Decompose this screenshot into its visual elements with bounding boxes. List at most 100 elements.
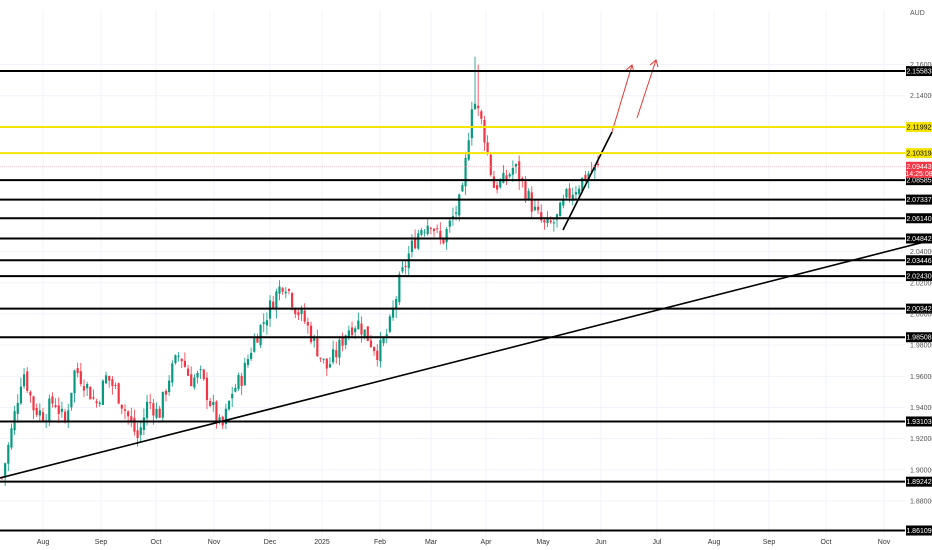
- candle-body: [149, 402, 152, 404]
- projection-arrow-1: [611, 64, 633, 133]
- level-label: 2.07337: [906, 197, 931, 204]
- x-tick-label: Oct: [151, 539, 162, 546]
- candles: [0, 56, 600, 487]
- candle-body: [436, 228, 439, 230]
- candle-body: [16, 402, 19, 414]
- x-tick-label: Apr: [481, 539, 493, 546]
- candle-body: [414, 238, 417, 249]
- level-label: 1.86109: [906, 528, 931, 535]
- projection-arrow-2-head: [649, 59, 659, 68]
- candle-body: [123, 409, 127, 411]
- x-tick-label: Jul: [653, 539, 662, 546]
- x-tick-label: Nov: [208, 539, 221, 546]
- candle-body: [577, 188, 581, 194]
- candle-body: [508, 174, 511, 177]
- candle-body: [92, 397, 95, 399]
- y-tick-label: 1.90000: [910, 467, 932, 474]
- candle-body: [215, 401, 218, 423]
- candle-body: [168, 380, 171, 393]
- candle-body: [54, 405, 57, 408]
- candle-body: [410, 240, 414, 252]
- y-tick-label: 1.88000: [910, 499, 932, 506]
- candle-body: [297, 312, 300, 316]
- candle-body: [473, 103, 477, 110]
- candle-body: [86, 384, 89, 389]
- candle-body: [562, 199, 565, 206]
- candle-body: [227, 400, 231, 410]
- candle-body: [218, 417, 221, 422]
- candle-body: [480, 111, 483, 119]
- candle-body: [470, 109, 473, 139]
- projection-arrow-2: [636, 59, 657, 119]
- candle-body: [376, 350, 379, 361]
- y-tick-label: 1.92000: [910, 436, 932, 443]
- price-axis: AUD 2.16000 2.14000 2.04000 2.02000 2.00000 1…: [910, 10, 932, 506]
- level-label-bg: [906, 303, 932, 314]
- candle-body: [442, 239, 445, 244]
- level-label: 2.03446: [906, 258, 931, 265]
- candle-body: [180, 358, 183, 362]
- candle-body: [111, 379, 114, 386]
- candle-body: [224, 408, 227, 424]
- candle-body: [205, 377, 209, 401]
- candle-body: [199, 369, 202, 371]
- x-tick-label: Feb: [374, 539, 386, 546]
- level-label-bg: [906, 525, 932, 536]
- x-tick-label: Nov: [878, 539, 891, 546]
- candle-body: [322, 358, 325, 360]
- candle-body: [354, 328, 357, 333]
- candle-body: [533, 206, 537, 211]
- candle-body: [202, 369, 205, 380]
- candle-body: [281, 288, 284, 292]
- candle-body: [79, 371, 82, 384]
- candle-body: [398, 274, 401, 303]
- candle-body: [231, 393, 234, 399]
- candle-body: [272, 301, 275, 309]
- candle-body: [164, 390, 168, 395]
- candle-body: [445, 229, 448, 243]
- candle-body: [429, 227, 432, 229]
- level-label: 2.02430: [906, 274, 931, 281]
- candle-body: [38, 410, 41, 416]
- candle-body: [186, 368, 190, 376]
- x-tick-label: Dec: [264, 539, 277, 546]
- candle-body: [262, 322, 265, 324]
- candle-body: [26, 371, 29, 391]
- candle-body: [294, 308, 297, 315]
- candle-body: [48, 398, 51, 422]
- candle-body: [568, 188, 571, 198]
- projection-arrow-1-head: [625, 64, 635, 73]
- y-tick-label: 2.02000: [910, 280, 932, 287]
- candle-body: [117, 383, 120, 404]
- candle-body: [363, 329, 366, 338]
- candle-body: [448, 220, 451, 227]
- level-label: 1.93103: [906, 419, 931, 426]
- candle-body: [4, 463, 7, 478]
- candle-body: [265, 320, 268, 326]
- candle-body: [549, 220, 552, 223]
- candle-body: [347, 330, 350, 338]
- candle-body: [278, 286, 281, 294]
- candle-body: [511, 167, 514, 175]
- candle-body: [559, 202, 562, 217]
- candle-body: [120, 404, 123, 409]
- candle-body: [527, 191, 530, 200]
- candle-body: [136, 430, 139, 438]
- candle-body: [423, 231, 426, 233]
- candle-body: [10, 428, 13, 448]
- candle-body: [35, 408, 38, 415]
- candle-body: [458, 194, 461, 216]
- candle-body: [300, 309, 303, 315]
- level-label: 2.06140: [906, 216, 931, 223]
- candle-body: [555, 214, 559, 220]
- candle-body: [420, 229, 423, 235]
- candle-body: [524, 181, 527, 200]
- candle-body: [401, 267, 404, 272]
- candle-body: [253, 337, 256, 352]
- candle-body: [313, 336, 316, 341]
- candle-body: [7, 444, 10, 464]
- candle-body: [571, 194, 574, 201]
- candle-body: [70, 392, 73, 408]
- level-label-bg: [906, 332, 932, 343]
